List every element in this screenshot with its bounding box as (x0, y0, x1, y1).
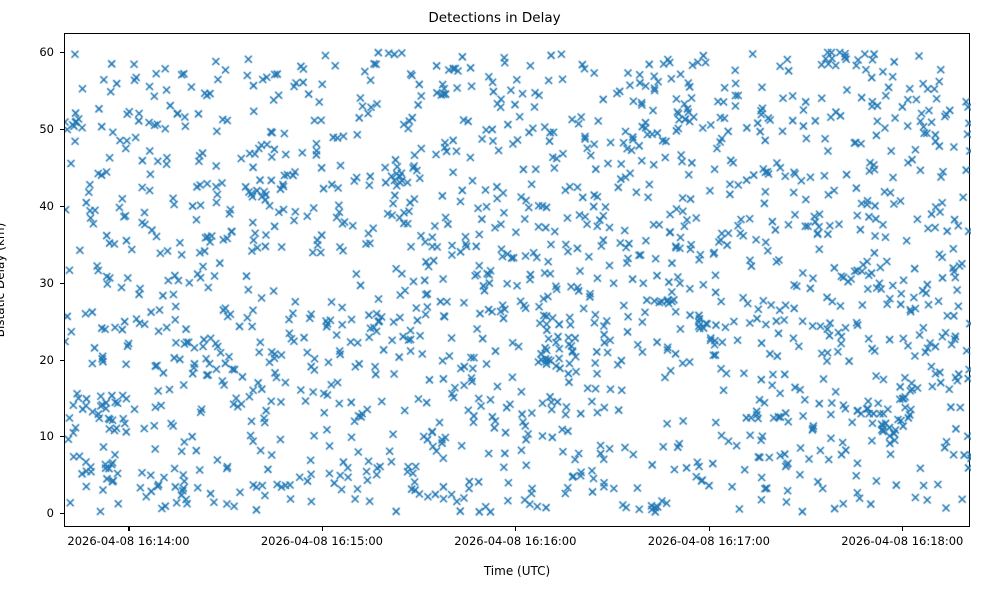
y-tick-mark (60, 129, 64, 131)
plot-axes-area (64, 33, 971, 528)
y-tick-mark (60, 205, 64, 207)
y-tick-label: 10 (39, 429, 54, 444)
y-tick-label: 30 (39, 275, 54, 290)
x-tick-mark (902, 527, 904, 531)
y-tick-label: 50 (39, 122, 54, 137)
x-tick-label: 2026-04-08 16:15:00 (260, 534, 383, 548)
y-tick-mark (60, 436, 64, 438)
x-tick-label: 2026-04-08 16:16:00 (454, 534, 577, 548)
y-tick-mark (60, 513, 64, 515)
x-tick-label: 2026-04-08 16:14:00 (67, 534, 190, 548)
x-tick-mark (321, 527, 323, 531)
y-tick-label: 60 (39, 45, 54, 60)
y-tick-label: 20 (39, 352, 54, 367)
x-tick-mark (128, 527, 130, 531)
y-tick-label: 40 (39, 198, 54, 213)
scatter-plot-canvas (65, 34, 971, 528)
x-tick-label: 2026-04-08 16:17:00 (647, 534, 770, 548)
x-tick-label: 2026-04-08 16:18:00 (841, 534, 964, 548)
x-tick-mark (515, 527, 517, 531)
y-tick-mark (60, 359, 64, 361)
x-axis-label: Time (UTC) (483, 564, 551, 578)
y-tick-label: 0 (46, 506, 54, 521)
page-title: Detections in Delay (428, 10, 561, 26)
x-tick-mark (708, 527, 710, 531)
y-tick-mark (60, 52, 64, 54)
y-tick-mark (60, 282, 64, 284)
y-axis-label: Bistatic Delay (km) (0, 222, 7, 338)
